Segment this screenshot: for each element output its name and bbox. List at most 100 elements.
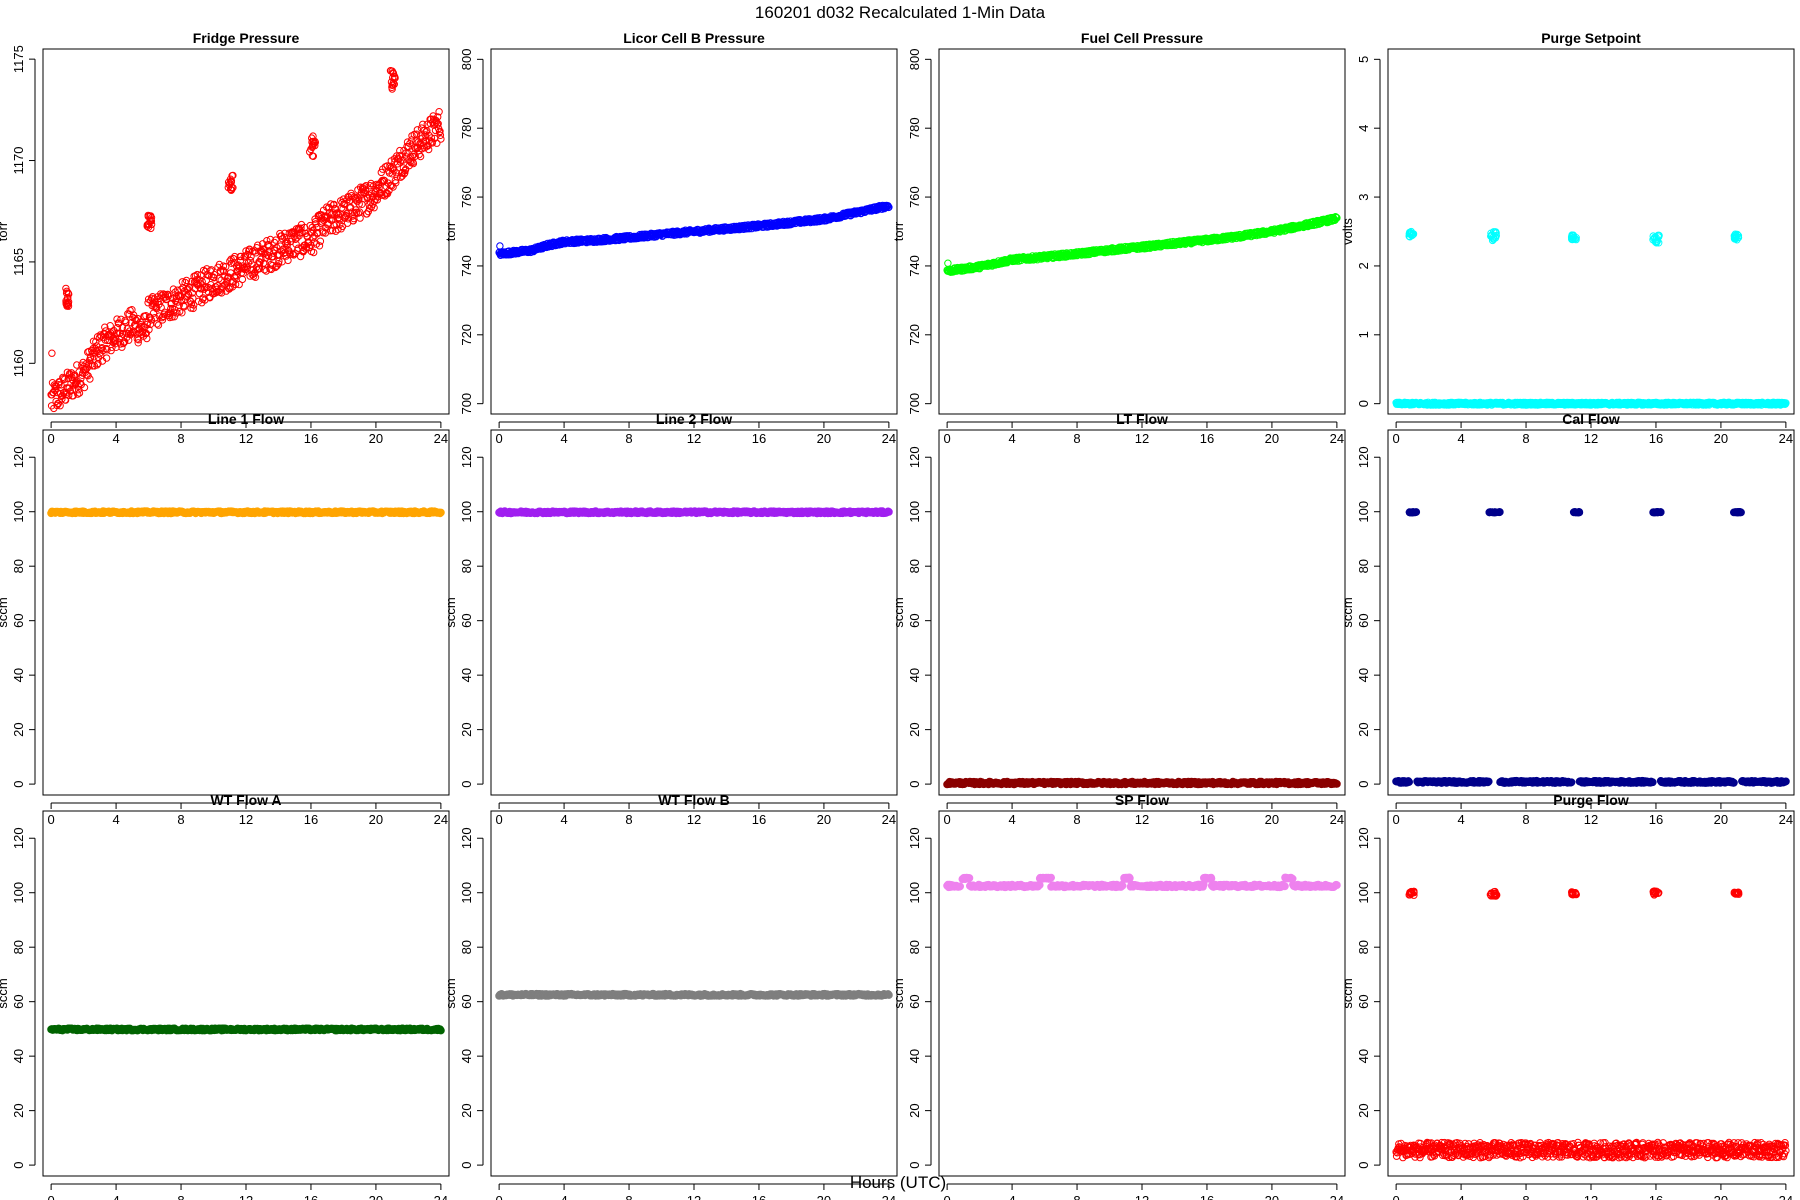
x-tick-label: 0: [48, 431, 55, 446]
data-point: [226, 175, 235, 183]
x-tick-label: 20: [1714, 431, 1728, 446]
data-point: [383, 162, 391, 170]
data-point: [125, 336, 133, 344]
data-point: [389, 81, 397, 89]
y-tick-label: 1175: [11, 45, 26, 73]
x-tick-label: 20: [1265, 431, 1279, 446]
data-point: [54, 400, 62, 408]
data-point: [102, 354, 111, 362]
data-point: [437, 135, 445, 143]
x-tick-label: 0: [48, 812, 55, 827]
y-tick-label: 20: [459, 722, 474, 736]
data-point: [143, 334, 151, 343]
x-tick-label: 20: [1265, 812, 1279, 827]
data-point: [391, 72, 399, 81]
plot-frame: [938, 48, 1346, 415]
x-tick-label: 24: [1330, 431, 1344, 446]
data-point: [180, 303, 188, 311]
data-point: [309, 233, 317, 242]
y-tick-label: 780: [907, 117, 922, 139]
data-point: [354, 209, 362, 217]
data-point: [420, 126, 428, 135]
data-point: [57, 381, 65, 389]
data-point: [353, 193, 361, 201]
x-tick-label: 4: [1008, 812, 1015, 827]
data-point: [48, 349, 56, 357]
data-point: [62, 289, 71, 297]
x-tick-label: 24: [434, 431, 448, 446]
data-point: [326, 227, 335, 235]
panel-title: Purge Setpoint: [1541, 30, 1641, 46]
data-point: [1405, 230, 1414, 238]
y-tick-label: 20: [11, 722, 26, 736]
data-point: [64, 294, 72, 302]
data-point: [181, 278, 189, 287]
y-tick-label: 60: [907, 613, 922, 627]
y-tick-label: 760: [459, 186, 474, 208]
x-tick-label: 20: [817, 431, 831, 446]
data-point: [142, 312, 150, 320]
data-point: [132, 317, 141, 325]
data-point: [153, 320, 161, 328]
x-axis: 0 4 8 12 16 20 24: [48, 802, 448, 827]
data-point: [330, 200, 338, 209]
panel-title: Licor Cell B Pressure: [623, 30, 765, 46]
data-point: [101, 323, 109, 331]
data-point: [227, 186, 236, 194]
data-points: [495, 507, 893, 518]
data-point: [134, 336, 143, 344]
data-point: [147, 214, 156, 222]
panel-title: Fuel Cell Pressure: [1081, 30, 1203, 46]
plot-frame: [42, 429, 450, 796]
plot-frame: [490, 48, 898, 415]
data-point: [362, 182, 370, 190]
y-tick-label: 100: [459, 501, 474, 523]
data-point: [333, 209, 341, 217]
data-point: [122, 318, 130, 326]
y-tick-label: 120: [907, 446, 922, 468]
data-point: [147, 316, 156, 324]
data-point: [69, 392, 77, 400]
data-point: [250, 272, 258, 280]
data-point: [123, 325, 132, 333]
x-tick-label: 0: [944, 812, 951, 827]
y-tick-label: 740: [907, 255, 922, 277]
data-point: [195, 289, 204, 298]
data-point: [223, 277, 231, 285]
y-tick-label: 80: [459, 559, 474, 573]
y-tick-label: 0: [11, 780, 26, 787]
y-tick-label: 40: [907, 668, 922, 682]
x-axis: 0 4 8 12 16 20 24: [48, 421, 448, 446]
x-tick-label: 12: [1135, 431, 1149, 446]
x-tick-label: 24: [882, 431, 896, 446]
data-point: [255, 258, 263, 266]
data-point: [157, 303, 165, 312]
y-axis-label: torr: [891, 221, 906, 241]
x-tick-label: 24: [1330, 812, 1344, 827]
x-tick-label: 24: [1779, 431, 1793, 446]
data-points: [495, 201, 893, 260]
x-tick-label: 4: [560, 812, 567, 827]
data-point: [315, 242, 324, 250]
x-tick-label: 0: [496, 812, 503, 827]
data-point: [436, 508, 445, 517]
y-axis-label: sccm: [891, 597, 906, 627]
data-point: [210, 270, 219, 279]
data-point: [228, 279, 236, 287]
y-tick-label: 60: [11, 613, 26, 627]
data-point: [406, 139, 414, 148]
data-point: [107, 346, 115, 355]
x-tick-label: 4: [112, 812, 119, 827]
data-point: [297, 224, 305, 232]
data-point: [1407, 227, 1415, 236]
data-point: [944, 259, 952, 267]
data-point: [144, 295, 153, 303]
x-tick-label: 16: [752, 812, 766, 827]
